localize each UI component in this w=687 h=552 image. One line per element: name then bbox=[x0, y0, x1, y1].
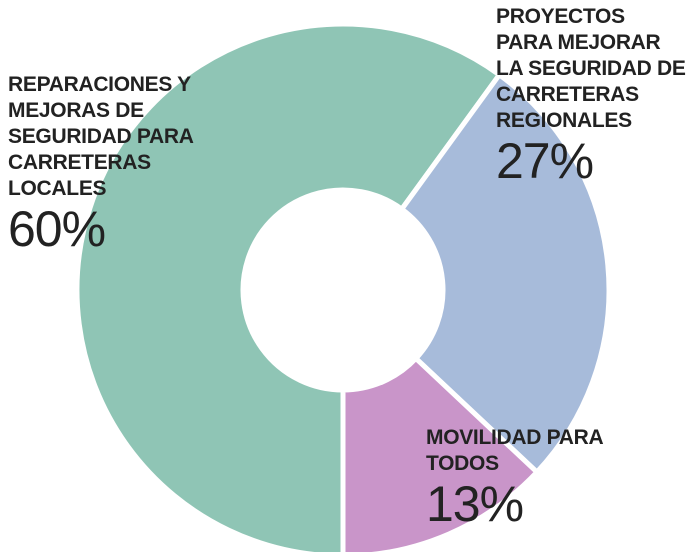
category-label: REPARACIONES Y MEJORAS DE SEGURIDAD PARA… bbox=[8, 73, 193, 200]
category-label: MOVILIDAD PARA TODOS bbox=[426, 426, 603, 475]
value-label: 60% bbox=[8, 201, 106, 257]
value-label: 27% bbox=[496, 133, 594, 189]
slice-label: MOVILIDAD PARA TODOS 13% bbox=[426, 425, 646, 531]
slice-label: REPARACIONES Y MEJORAS DE SEGURIDAD PARA… bbox=[8, 72, 238, 256]
slice bbox=[74, 21, 503, 552]
slice bbox=[340, 354, 541, 552]
value-label: 13% bbox=[426, 476, 524, 532]
category-label: PROYECTOS PARA MEJORAR LA SEGURIDAD DE C… bbox=[496, 5, 686, 132]
slice-label: PROYECTOS PARA MEJORAR LA SEGURIDAD DE C… bbox=[496, 4, 686, 188]
slice bbox=[398, 71, 612, 476]
